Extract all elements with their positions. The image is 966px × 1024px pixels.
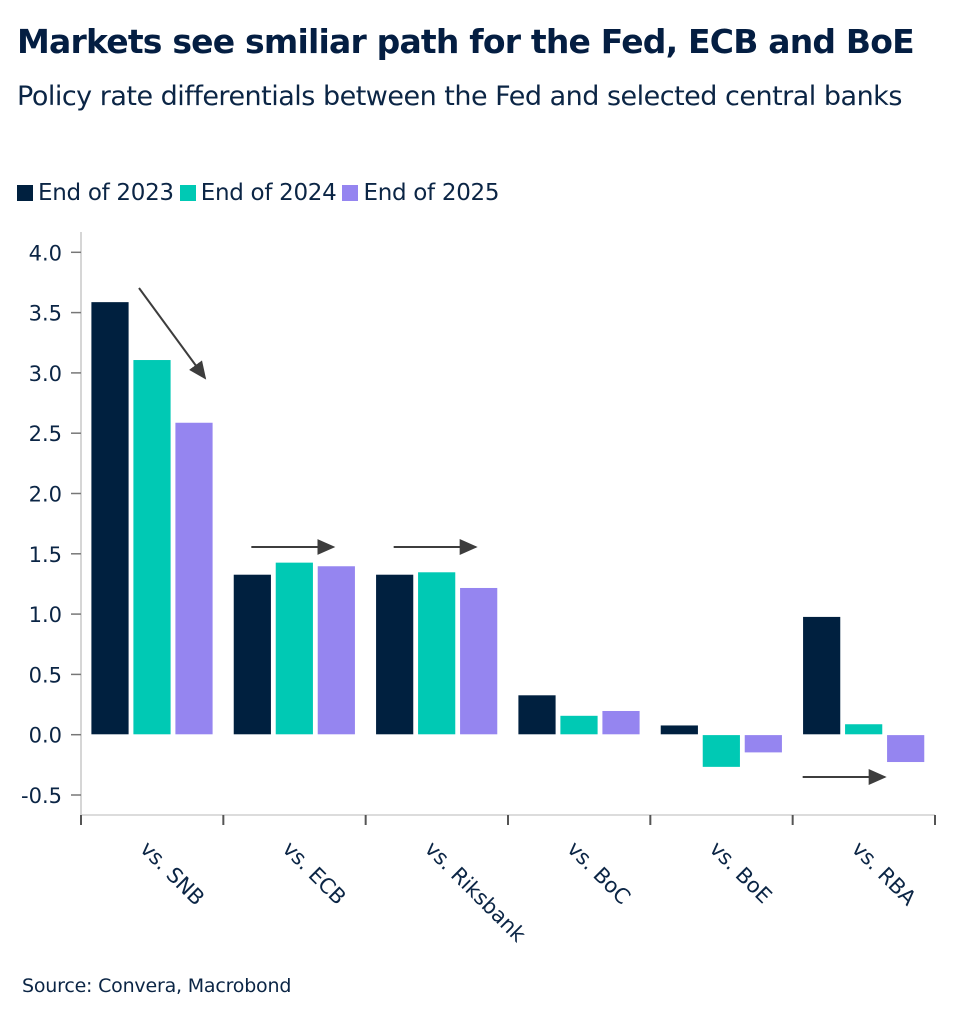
legend-item-2024: End of 2024 (179, 180, 337, 206)
y-tick-label: 1.5 (29, 543, 62, 567)
legend-swatch-2024 (179, 185, 196, 201)
legend: End of 2023 End of 2024 End of 2025 (17, 180, 505, 206)
bar (517, 694, 557, 736)
source-note: Source: Convera, Macrobond (22, 975, 292, 997)
legend-swatch-2025 (342, 185, 359, 201)
bar (601, 710, 641, 736)
x-category-label: vs. RBA (847, 837, 921, 911)
bar (274, 561, 314, 736)
y-tick-label: 4.0 (29, 241, 62, 265)
annotation-arrows (138, 287, 887, 785)
bar (743, 734, 783, 754)
bar (417, 571, 457, 736)
y-tick-label: 0.5 (29, 663, 62, 687)
bar (844, 723, 884, 736)
x-category-label: vs. Riksbank (420, 837, 531, 948)
legend-label-2023: End of 2023 (38, 180, 174, 206)
bar (174, 421, 214, 736)
legend-label-2025: End of 2025 (363, 180, 500, 206)
x-category-label: vs. ECB (278, 837, 351, 910)
y-tick-label: -0.5 (21, 784, 62, 808)
chart-title: Markets see smiliar path for the Fed, EC… (17, 22, 915, 61)
y-tick-label: 0.0 (29, 724, 62, 748)
bar (701, 734, 741, 768)
y-tick-label: 1.0 (29, 603, 62, 627)
x-category-label: vs. SNB (135, 837, 209, 911)
bar (132, 359, 172, 736)
bars (90, 301, 926, 768)
x-category-label: vs. BoE (705, 837, 777, 909)
y-tick-label: 3.5 (29, 302, 62, 326)
bar (886, 734, 926, 763)
legend-swatch-2023 (17, 185, 33, 201)
legend-label-2024: End of 2024 (200, 180, 337, 206)
bar (232, 573, 272, 736)
bar (90, 301, 130, 736)
arrow-annotation (138, 287, 207, 380)
y-tick-label: 2.5 (29, 422, 62, 446)
legend-item-2023: End of 2023 (17, 180, 174, 206)
bar (559, 715, 599, 736)
y-tick-label: 3.0 (29, 362, 62, 386)
bar (459, 587, 499, 736)
legend-item-2025: End of 2025 (342, 180, 500, 206)
y-tick-label: 2.0 (29, 483, 62, 507)
bar (375, 573, 415, 736)
x-category-label: vs. BoC (562, 837, 635, 910)
bar (802, 616, 842, 736)
bar (659, 724, 699, 736)
chart-subtitle: Policy rate differentials between the Fe… (17, 81, 902, 112)
bar (316, 565, 356, 736)
